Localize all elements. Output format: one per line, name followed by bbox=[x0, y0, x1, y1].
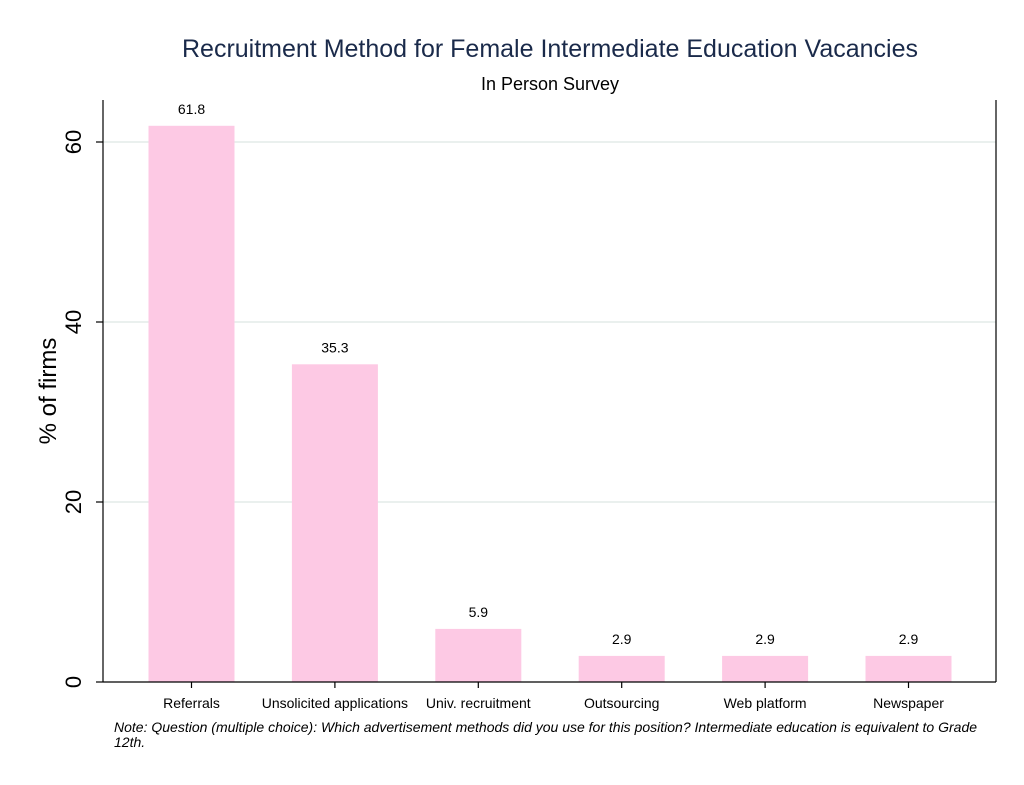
x-tick-label: Referrals bbox=[163, 695, 220, 711]
bars bbox=[148, 125, 952, 683]
x-tick-label: Web platform bbox=[724, 695, 807, 711]
data-label: 2.9 bbox=[755, 631, 775, 647]
data-label: 35.3 bbox=[321, 339, 348, 355]
chart-note: Note: Question (multiple choice): Which … bbox=[114, 719, 978, 750]
y-axis-ticks: 0 20 40 60 bbox=[61, 130, 103, 688]
bar bbox=[578, 655, 665, 682]
data-label: 2.9 bbox=[612, 631, 632, 647]
data-label: 61.8 bbox=[178, 101, 205, 117]
chart-title: Recruitment Method for Female Intermedia… bbox=[182, 35, 918, 63]
bar bbox=[865, 655, 952, 682]
y-tick-label: 0 bbox=[61, 676, 86, 688]
gridlines bbox=[103, 141, 996, 503]
x-tick-label: Newspaper bbox=[873, 695, 944, 711]
bar bbox=[291, 364, 378, 682]
bar bbox=[435, 628, 522, 682]
y-tick-label: 40 bbox=[61, 310, 86, 334]
x-tick-label: Outsourcing bbox=[584, 695, 659, 711]
data-label: 2.9 bbox=[899, 631, 919, 647]
y-tick-label: 20 bbox=[61, 490, 86, 514]
data-label: 5.9 bbox=[469, 604, 489, 620]
data-labels: 61.8 35.3 5.9 2.9 2.9 2.9 bbox=[178, 101, 919, 647]
chart-subtitle: In Person Survey bbox=[481, 74, 619, 94]
x-axis-ticks: Referrals Unsolicited applications Univ. r… bbox=[163, 682, 944, 711]
bar bbox=[722, 655, 809, 682]
bar bbox=[148, 125, 235, 683]
x-tick-label: Univ. recruitment bbox=[426, 695, 531, 711]
y-tick-label: 60 bbox=[61, 130, 86, 154]
y-axis-label: % of firms bbox=[35, 338, 62, 445]
x-tick-label: Unsolicited applications bbox=[262, 695, 408, 711]
